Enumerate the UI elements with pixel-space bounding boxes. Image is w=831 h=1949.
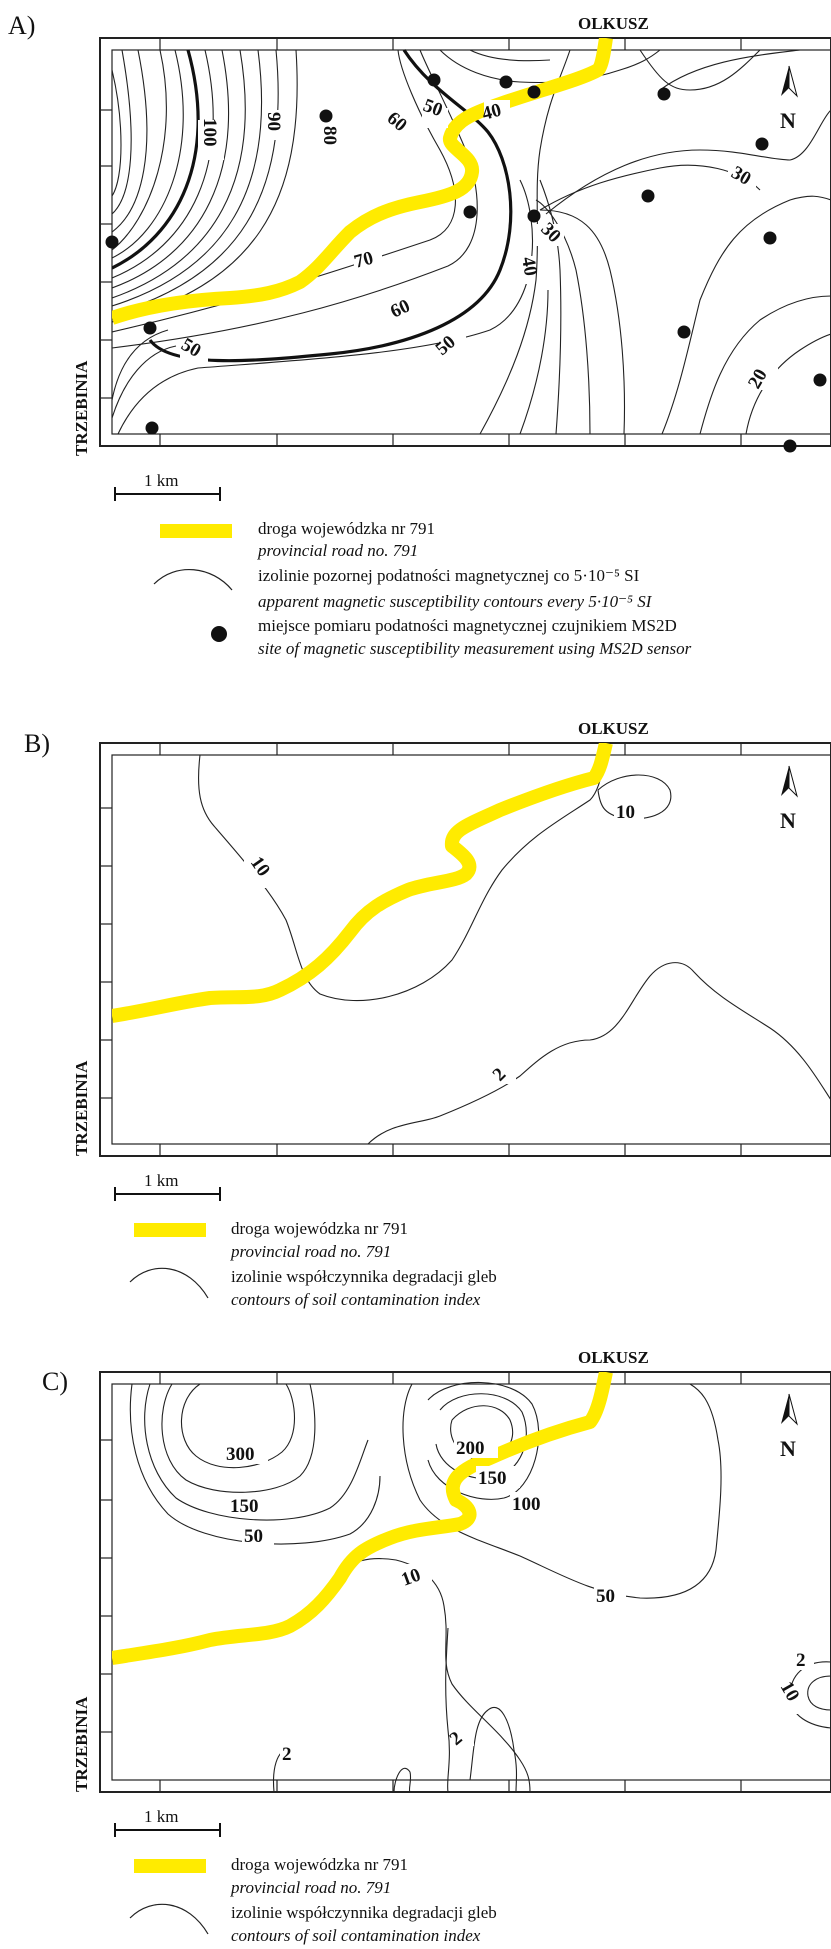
contour-lines — [197, 754, 831, 1145]
legend-road-label-pl: droga wojewódzka nr 791 — [258, 519, 435, 538]
legend-road-label-en: provincial road no. 791 — [257, 541, 418, 560]
contour-label: 150 — [230, 1496, 259, 1517]
legend-contour-swatch — [129, 1903, 209, 1935]
legend-contour-label-pl: izolinie współczynnika degradacji gleb — [231, 1903, 497, 1922]
contour-label: 300 — [226, 1444, 255, 1465]
road-791 — [112, 1372, 613, 1665]
measurement-site-dot — [527, 209, 541, 223]
measurement-site-dot — [463, 205, 477, 219]
frame-ticks — [100, 38, 742, 446]
map-frame — [99, 742, 831, 1157]
legend-contour-label-pl: izolinie pozornej podatności magnetyczne… — [258, 566, 640, 585]
legend-contour-label-en: contours of soil contamination index — [231, 1290, 481, 1309]
legend-contour-label-en: apparent magnetic susceptibility contour… — [258, 592, 653, 611]
town-north-label: OLKUSZ — [578, 719, 649, 738]
north-label: N — [780, 108, 796, 133]
legend-contour-label-pl: izolinie współczynnika degradacji gleb — [231, 1267, 497, 1286]
contour-label: 70 — [352, 248, 376, 273]
north-arrow: N — [780, 765, 798, 833]
legend-contour-swatch — [129, 1267, 209, 1299]
scale-bar: 1 km — [114, 471, 221, 501]
legend: droga wojewódzka nr 791 provincial road … — [153, 519, 692, 658]
contour-label: 2 — [796, 1650, 806, 1671]
map-panel-b: 10 10 2 N — [99, 742, 831, 1157]
map-frame — [99, 1371, 831, 1793]
panel-b-letter: B) — [24, 729, 50, 758]
contour-label: 100 — [199, 118, 220, 147]
town-west-label: TRZEBINIA — [72, 360, 91, 456]
contour-lines — [129, 1381, 831, 1792]
contour-label: 150 — [478, 1468, 507, 1489]
map-frame — [99, 37, 831, 447]
measurement-site-dot — [143, 321, 157, 335]
legend-road-label-en: provincial road no. 791 — [230, 1242, 391, 1261]
north-label: N — [780, 1436, 796, 1461]
town-north-label: OLKUSZ — [578, 14, 649, 33]
road-791 — [112, 38, 613, 325]
scale-label: 1 km — [144, 1807, 178, 1826]
panel-a: A) OLKUSZ TRZEBINIA — [8, 11, 831, 658]
measurement-site-dot — [677, 325, 691, 339]
road-791 — [112, 743, 613, 1023]
measurement-site-dot — [763, 231, 777, 245]
measurement-site-dot — [755, 137, 769, 151]
measurement-site-dot — [427, 73, 441, 87]
legend-road-label-pl: droga wojewódzka nr 791 — [231, 1855, 408, 1874]
map-panel-c: 300 150 50 200 150 100 10 50 2 2 — [99, 1371, 831, 1793]
measurement-site-dot — [105, 235, 119, 249]
legend-site-label-en: site of magnetic susceptibility measurem… — [258, 639, 692, 658]
scale-bar: 1 km — [114, 1807, 221, 1837]
north-label: N — [780, 808, 796, 833]
legend-road-label-en: provincial road no. 791 — [230, 1878, 391, 1897]
panel-a-letter: A) — [8, 11, 35, 40]
scale-label: 1 km — [144, 1171, 178, 1190]
town-north-label: OLKUSZ — [578, 1348, 649, 1367]
measurement-site-dot — [319, 109, 333, 123]
legend: droga wojewódzka nr 791 provincial road … — [129, 1855, 497, 1945]
panel-c: C) OLKUSZ TRZEBINIA — [42, 1348, 831, 1945]
town-west-label: TRZEBINIA — [72, 1696, 91, 1792]
contour-label: 90 — [263, 112, 284, 131]
measurement-site-dot — [657, 87, 671, 101]
contour-labels: 10 10 2 — [244, 800, 644, 1086]
contour-labels: 300 150 50 200 150 100 10 50 2 2 — [224, 1436, 814, 1765]
measurement-site-dot — [499, 75, 513, 89]
measurement-site-dot — [813, 373, 827, 387]
frame-ticks — [100, 743, 742, 1156]
legend-contour-swatch — [153, 569, 233, 591]
contour-labels: 100 90 80 60 50 40 30 70 60 50 — [178, 95, 778, 393]
contour-label: 2 — [282, 1744, 292, 1765]
contour-label: 40 — [517, 255, 541, 277]
scale-bar: 1 km — [114, 1171, 221, 1201]
contour-label: 10 — [616, 802, 635, 823]
contour-label: 80 — [319, 126, 340, 145]
frame-ticks — [100, 1372, 742, 1792]
contour-label: 100 — [512, 1494, 541, 1515]
measurement-sites — [105, 73, 827, 453]
scale-label: 1 km — [144, 471, 178, 490]
panel-b: B) OLKUSZ TRZEBINIA — [24, 719, 831, 1309]
contour-label: 50 — [244, 1526, 263, 1547]
contour-label: 50 — [596, 1586, 615, 1607]
legend-dot-swatch — [211, 626, 227, 642]
legend-road-label-pl: droga wojewódzka nr 791 — [231, 1219, 408, 1238]
contour-label: 200 — [456, 1438, 485, 1459]
measurement-site-dot — [783, 439, 797, 453]
measurement-site-dot — [641, 189, 655, 203]
panel-c-letter: C) — [42, 1367, 68, 1396]
legend: droga wojewódzka nr 791 provincial road … — [129, 1219, 497, 1309]
measurement-site-dot — [527, 85, 541, 99]
north-arrow: N — [780, 65, 798, 133]
town-west-label: TRZEBINIA — [72, 1060, 91, 1156]
north-arrow: N — [780, 1393, 798, 1461]
legend-site-label-pl: miejsce pomiaru podatności magnetycznej … — [258, 616, 677, 635]
legend-contour-label-en: contours of soil contamination index — [231, 1926, 481, 1945]
contour-label: 40 — [480, 100, 504, 125]
map-panel-a: 100 90 80 60 50 40 30 70 60 50 — [99, 37, 831, 453]
measurement-site-dot — [145, 421, 159, 435]
contour-lines — [112, 49, 831, 435]
